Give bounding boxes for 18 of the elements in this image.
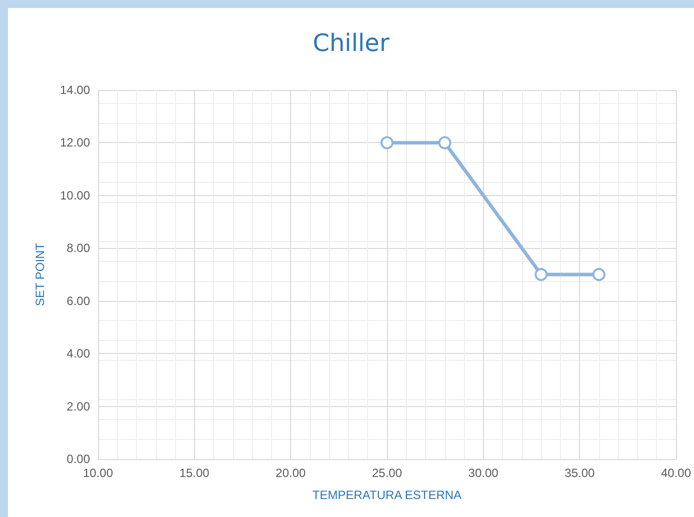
x-tick-label: 15.00	[179, 466, 210, 480]
x-axis-title: TEMPERATURA ESTERNA	[312, 488, 462, 502]
x-tick-label: 30.00	[468, 466, 499, 480]
y-axis-title: SET POINT	[33, 242, 47, 306]
y-tick-label: 2.00	[66, 399, 90, 414]
y-tick-label: 14.00	[60, 83, 90, 97]
x-tick-label: 20.00	[276, 466, 306, 480]
x-tick-label: 25.00	[372, 466, 402, 480]
y-tick-label: 4.00	[66, 346, 90, 361]
y-tick-label: 6.00	[66, 294, 90, 308]
y-tick-label: 10.00	[60, 188, 90, 202]
x-tick-label: 10.00	[82, 466, 114, 480]
x-tick-label: 40.00	[660, 466, 692, 480]
chart-title: Chiller	[312, 29, 390, 57]
y-tick-label: 0.00	[66, 452, 90, 466]
x-tick-label: 35.00	[564, 466, 595, 480]
y-tick-label: 12.00	[60, 136, 90, 150]
y-tick-label: 8.00	[66, 241, 90, 256]
